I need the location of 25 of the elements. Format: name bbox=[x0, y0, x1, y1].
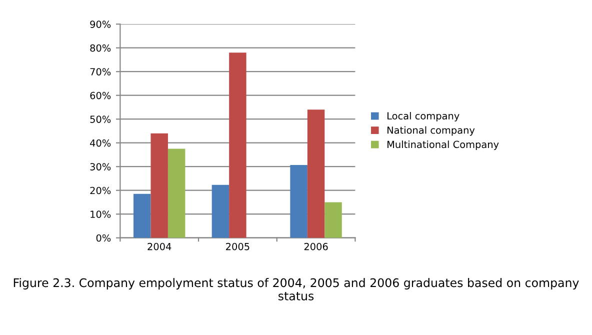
bar bbox=[324, 202, 342, 238]
x-tick-label: 2004 bbox=[148, 242, 172, 250]
bar bbox=[168, 148, 186, 238]
y-tick-label: 50% bbox=[90, 116, 111, 123]
bar bbox=[133, 194, 151, 238]
legend-label: National company bbox=[388, 126, 475, 136]
y-tick-label: 80% bbox=[90, 44, 111, 52]
y-tick-label: 0% bbox=[96, 234, 111, 242]
y-tick-label: 60% bbox=[90, 92, 111, 100]
bar bbox=[150, 133, 168, 238]
y-tick-label: 90% bbox=[90, 20, 111, 28]
bar bbox=[290, 164, 308, 238]
y-tick-label: 30% bbox=[90, 163, 111, 170]
x-tick-label: 2005 bbox=[226, 242, 250, 250]
bar bbox=[229, 52, 246, 238]
legend-label: Multinational Company bbox=[388, 140, 499, 150]
y-tick-label: 40% bbox=[90, 139, 111, 147]
legend-label: Local company bbox=[388, 112, 460, 122]
bar bbox=[307, 110, 325, 238]
y-tick-label: 20% bbox=[90, 186, 111, 194]
bar bbox=[212, 184, 230, 238]
caption: Figure 2.3. Company empolyment status of 2004, 2005 and 2006 graduates based on company status bbox=[14, 278, 579, 300]
y-tick-label: 70% bbox=[90, 68, 111, 76]
x-tick-label: 2006 bbox=[304, 242, 328, 250]
y-tick-label: 10% bbox=[90, 210, 111, 218]
